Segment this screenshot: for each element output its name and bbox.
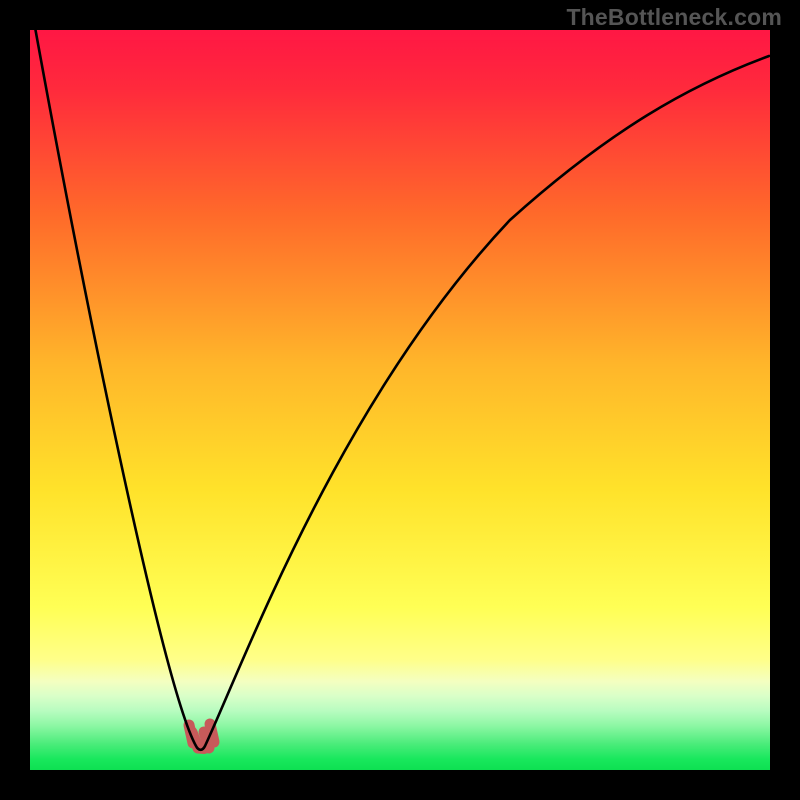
chart-root: TheBottleneck.com (0, 0, 800, 800)
plot-area (30, 30, 770, 770)
plot-svg (30, 30, 770, 770)
gradient-background (30, 30, 770, 770)
watermark-text: TheBottleneck.com (566, 4, 782, 31)
